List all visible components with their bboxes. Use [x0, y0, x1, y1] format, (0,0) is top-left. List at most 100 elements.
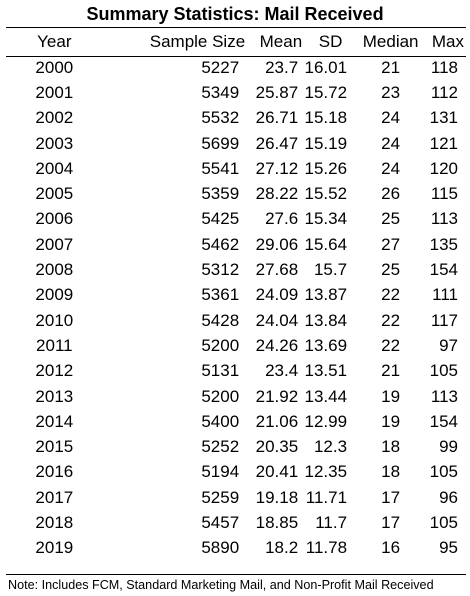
- cell-sample-size: 5532: [201, 108, 240, 128]
- cell-sd: 12.3: [313, 437, 348, 457]
- column-header-sample-size: Sample Size: [149, 32, 246, 51]
- cell-mean: 27.12: [255, 158, 299, 178]
- table-row: 2007 5462 29.06 15.64 27 135: [6, 232, 466, 257]
- cell-median: 17: [381, 512, 401, 532]
- cell-max: 113: [430, 209, 458, 229]
- cell-mean: 23.7: [265, 57, 299, 77]
- cell-year: 2008: [35, 260, 74, 280]
- cell-max: 105: [429, 462, 458, 482]
- table-row: 2001 5349 25.87 15.72 23 112: [6, 80, 466, 105]
- cell-mean: 19.18: [255, 487, 299, 507]
- cell-max: 111: [432, 285, 458, 305]
- cell-year: 2001: [35, 82, 74, 102]
- cell-sd: 11.78: [305, 538, 348, 558]
- cell-year: 2012: [35, 361, 74, 381]
- cell-sample-size: 5361: [201, 285, 240, 305]
- cell-mean: 18.85: [255, 512, 299, 532]
- cell-sample-size: 5194: [201, 462, 240, 482]
- table-row: 2019 5890 18.2 11.78 16 95: [6, 536, 466, 561]
- cell-year: 2007: [35, 234, 74, 254]
- cell-year: 2013: [35, 386, 74, 406]
- cell-sd: 15.64: [304, 234, 348, 254]
- cell-mean: 18.2: [265, 538, 299, 558]
- cell-sd: 15.52: [304, 184, 348, 204]
- cell-median: 18: [381, 437, 401, 457]
- cell-median: 22: [381, 335, 401, 355]
- table-row: 2005 5359 28.22 15.52 26 115: [6, 181, 466, 206]
- cell-sample-size: 5131: [201, 361, 240, 381]
- cell-sample-size: 5259: [201, 487, 240, 507]
- statistics-table: Year Sample Size Mean SD Median Max 2000…: [6, 29, 466, 561]
- cell-mean: 27.68: [255, 260, 299, 280]
- cell-max: 115: [430, 184, 458, 204]
- cell-sample-size: 5400: [201, 411, 240, 431]
- column-header-max: Max: [431, 32, 464, 51]
- cell-sd: 13.84: [304, 310, 348, 330]
- cell-max: 154: [429, 260, 458, 280]
- cell-sd: 13.51: [304, 361, 348, 381]
- cell-median: 27: [381, 234, 401, 254]
- cell-year: 2010: [35, 310, 74, 330]
- cell-sample-size: 5227: [201, 57, 240, 77]
- cell-max: 105: [429, 361, 458, 381]
- cell-sd: 16.01: [304, 57, 348, 77]
- cell-year: 2003: [35, 133, 74, 153]
- cell-year: 2018: [35, 512, 74, 532]
- cell-mean: 26.71: [255, 108, 299, 128]
- cell-median: 22: [381, 285, 401, 305]
- cell-median: 21: [381, 361, 401, 381]
- cell-sd: 11.7: [315, 512, 348, 532]
- cell-mean: 21.92: [255, 386, 299, 406]
- cell-median: 18: [381, 462, 401, 482]
- cell-year: 2011: [36, 335, 73, 355]
- cell-mean: 29.06: [255, 234, 299, 254]
- cell-mean: 21.06: [255, 411, 299, 431]
- cell-year: 2006: [35, 209, 74, 229]
- cell-median: 22: [381, 310, 401, 330]
- table-body: 2000 5227 23.7 16.01 21 118 2001 5349 25.87 15.72…: [6, 55, 466, 561]
- cell-max: 95: [439, 538, 458, 558]
- cell-sd: 15.34: [304, 209, 348, 229]
- cell-median: 17: [381, 487, 401, 507]
- table-row: 2017 5259 19.18 11.71 17 96: [6, 485, 466, 510]
- cell-mean: 27.6: [265, 209, 299, 229]
- table-note: Note: Includes FCM, Standard Marketing M…: [8, 578, 434, 592]
- table-row: 2009 5361 24.09 13.87 22 111: [6, 283, 466, 308]
- table-row: 2000 5227 23.7 16.01 21 118: [6, 55, 466, 80]
- table-row: 2003 5699 26.47 15.19 24 121: [6, 131, 466, 156]
- header-rule: [6, 56, 466, 57]
- cell-year: 2009: [35, 285, 74, 305]
- cell-year: 2005: [35, 184, 74, 204]
- table-row: 2008 5312 27.68 15.7 25 154: [6, 257, 466, 282]
- table-row: 2018 5457 18.85 11.7 17 105: [6, 510, 466, 535]
- table-row: 2013 5200 21.92 13.44 19 113: [6, 384, 466, 409]
- cell-sample-size: 5890: [201, 538, 240, 558]
- cell-mean: 20.35: [255, 437, 299, 457]
- cell-year: 2000: [35, 57, 74, 77]
- cell-year: 2016: [35, 462, 74, 482]
- cell-max: 120: [429, 158, 458, 178]
- column-header-median: Median: [362, 32, 419, 51]
- cell-mean: 23.4: [265, 361, 299, 381]
- top-rule: [6, 27, 466, 28]
- cell-max: 154: [429, 411, 458, 431]
- cell-max: 97: [439, 335, 458, 355]
- cell-max: 113: [430, 386, 458, 406]
- table-row: 2016 5194 20.41 12.35 18 105: [6, 460, 466, 485]
- cell-sample-size: 5425: [201, 209, 240, 229]
- cell-year: 2004: [35, 158, 74, 178]
- table-title: Summary Statistics: Mail Received: [86, 4, 384, 24]
- cell-median: 21: [381, 57, 401, 77]
- cell-sample-size: 5312: [201, 260, 240, 280]
- column-header-sd: SD: [318, 32, 343, 51]
- cell-mean: 24.09: [255, 285, 299, 305]
- cell-sample-size: 5457: [201, 512, 240, 532]
- table-row: 2014 5400 21.06 12.99 19 154: [6, 409, 466, 434]
- cell-mean: 20.41: [255, 462, 299, 482]
- cell-sd: 13.87: [304, 285, 348, 305]
- cell-max: 96: [439, 487, 458, 507]
- cell-max: 99: [439, 437, 458, 457]
- table-row: 2004 5541 27.12 15.26 24 120: [6, 156, 466, 181]
- cell-year: 2002: [35, 108, 74, 128]
